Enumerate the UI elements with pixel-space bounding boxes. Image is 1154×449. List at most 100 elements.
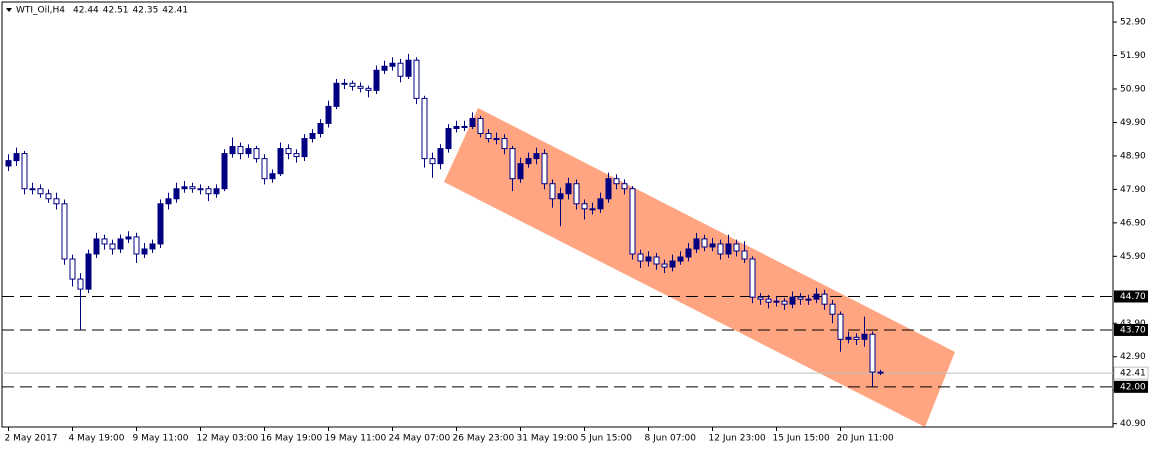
candle-body <box>165 198 172 205</box>
candle-body <box>717 243 724 255</box>
candle-body <box>413 59 420 99</box>
candle-body <box>293 153 300 158</box>
x-tick-label: 5 Jun 15:00 <box>581 434 633 444</box>
candle-body <box>189 186 196 190</box>
candle-body <box>381 65 388 71</box>
candle-body <box>533 153 540 160</box>
candle-body <box>445 127 452 150</box>
candle-body <box>685 248 692 258</box>
candle-body <box>29 188 36 191</box>
candle-body <box>5 160 12 167</box>
candle-body <box>677 256 684 262</box>
candle-body <box>829 303 836 315</box>
candle-body <box>101 238 108 245</box>
candle-body <box>861 333 868 340</box>
candle-body <box>741 250 748 260</box>
plot-frame <box>1 1 1114 428</box>
candle-body <box>205 188 212 195</box>
candle-body <box>61 203 68 260</box>
candle-body <box>805 298 812 301</box>
ohlc-value: 42.35 <box>133 6 159 16</box>
x-tick-label: 12 Jun 23:00 <box>709 434 766 444</box>
x-tick-label: 19 May 11:00 <box>325 434 387 444</box>
candle-body <box>365 87 372 91</box>
candle-body <box>549 183 556 200</box>
candle-body <box>437 148 444 165</box>
candle-body <box>813 293 820 300</box>
candle-body <box>213 188 220 195</box>
last-price-box <box>1113 366 1149 380</box>
y-tick-label: 45.90 <box>1120 252 1146 262</box>
candle-body <box>13 153 20 162</box>
candle-body <box>93 238 100 255</box>
x-tick-label: 4 May 19:00 <box>69 434 125 444</box>
candle-body <box>269 173 276 180</box>
candle-body <box>85 253 92 290</box>
candle-body <box>181 186 188 190</box>
candle-body <box>589 208 596 211</box>
candle-body <box>501 138 508 150</box>
candle-body <box>765 298 772 303</box>
x-tick-label: 12 May 03:00 <box>197 434 259 444</box>
candle-body <box>421 97 428 160</box>
candle-body <box>789 296 796 305</box>
candle-body <box>285 148 292 155</box>
candle-body <box>349 82 356 87</box>
x-tick-label: 15 Jun 15:00 <box>773 434 830 444</box>
candle-body <box>669 260 676 268</box>
candle-body <box>621 183 628 190</box>
candle-body <box>237 146 244 155</box>
candle-body <box>653 256 660 265</box>
candle-body <box>301 138 308 158</box>
y-tick-label: 47.90 <box>1120 185 1146 195</box>
candle-body <box>429 158 436 165</box>
candle-body <box>261 158 268 180</box>
candle-body <box>197 188 204 191</box>
x-tick-label: 26 May 23:00 <box>453 434 515 444</box>
candle-body <box>517 163 524 180</box>
candle-body <box>37 188 44 195</box>
candle-body <box>461 125 468 128</box>
candle-body <box>869 333 876 373</box>
level-label-box <box>1114 290 1148 303</box>
level-label-box <box>1114 323 1148 336</box>
candle-body <box>69 258 76 280</box>
y-tick-label: 49.90 <box>1120 118 1146 128</box>
candle-body <box>693 238 700 250</box>
ohlc-value: 42.44 <box>73 6 99 16</box>
candle-body <box>245 148 252 155</box>
candle-body <box>325 105 332 124</box>
candle-body <box>485 133 492 140</box>
x-tick-label: 20 Jun 11:00 <box>837 434 894 444</box>
y-tick-label: 42.90 <box>1120 352 1146 362</box>
candle-body <box>701 238 708 248</box>
candle-body <box>837 313 844 340</box>
candle-body <box>53 198 60 205</box>
candle-body <box>853 336 860 340</box>
candle-body <box>389 62 396 67</box>
candle-body <box>661 263 668 268</box>
y-tick-label: 40.90 <box>1120 419 1146 429</box>
candle-body <box>373 69 380 91</box>
candle-body <box>845 336 852 340</box>
candle-body <box>637 253 644 262</box>
y-tick-label: 51.90 <box>1120 51 1146 61</box>
candle-body <box>141 248 148 255</box>
candle-body <box>509 148 516 180</box>
candle-body <box>733 243 740 252</box>
candle-body <box>781 300 788 305</box>
menu-arrow <box>6 8 12 12</box>
candle-body <box>357 85 364 89</box>
candle-body <box>309 133 316 140</box>
candle-body <box>877 371 884 374</box>
candle-body <box>173 188 180 200</box>
candle-body <box>821 293 828 305</box>
candle-body <box>573 183 580 205</box>
x-tick-label: 8 Jun 07:00 <box>645 434 697 444</box>
last-price-label: 42.41 <box>1120 369 1146 379</box>
candle-body <box>229 146 236 155</box>
level-label: 42.00 <box>1120 382 1146 392</box>
candle-body <box>749 258 756 298</box>
